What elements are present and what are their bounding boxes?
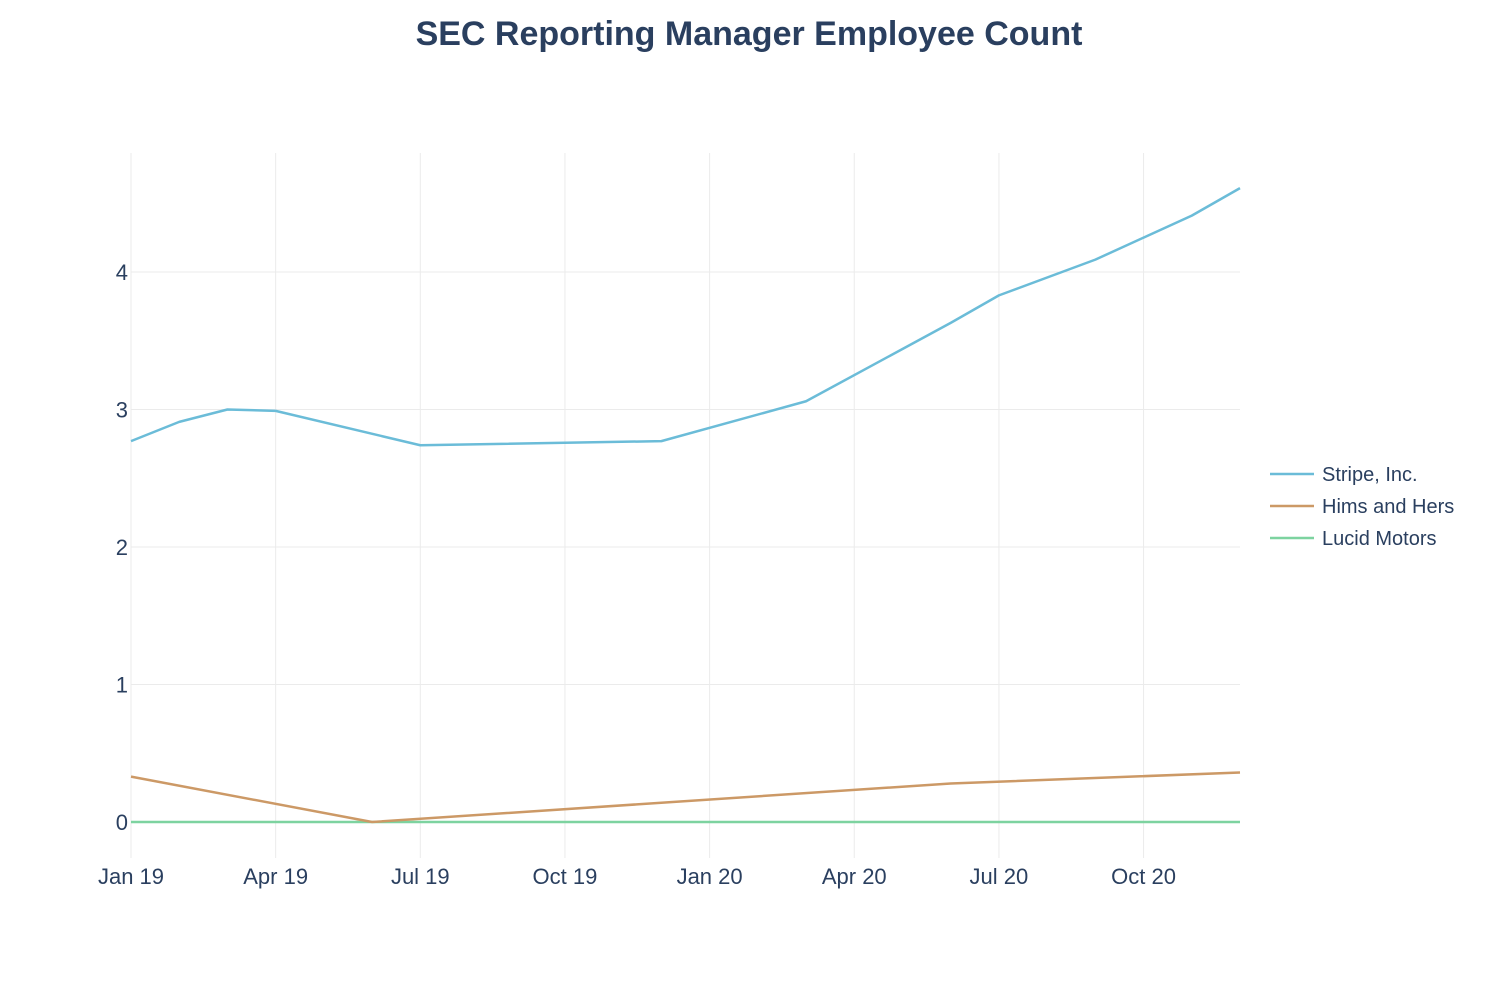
x-tick-label: Jul 19 <box>391 864 450 889</box>
series-lines <box>130 187 1241 824</box>
series-line-stripe-inc <box>130 187 1241 447</box>
y-axis: 0 1 2 3 4 <box>116 260 128 835</box>
x-tick-label: Jul 20 <box>970 864 1029 889</box>
y-tick-label: 4 <box>116 260 128 285</box>
x-tick-label: Oct 19 <box>533 864 598 889</box>
x-tick-label: Jan 20 <box>677 864 743 889</box>
gridlines <box>130 153 1240 858</box>
legend-label: Stripe, Inc. <box>1322 464 1418 486</box>
y-tick-label: 2 <box>116 535 128 560</box>
x-tick-label: Apr 19 <box>243 864 308 889</box>
x-tick-label: Jan 19 <box>98 864 164 889</box>
series-line-hims-and-hers <box>130 771 1241 824</box>
legend-label: Lucid Motors <box>1322 528 1437 550</box>
x-tick-label: Apr 20 <box>822 864 887 889</box>
chart-title: SEC Reporting Manager Employee Count <box>416 15 1083 53</box>
y-tick-label: 0 <box>116 810 128 835</box>
x-axis: Jan 19 Apr 19 Jul 19 Oct 19 Jan 20 Apr 20 Jul … <box>98 864 1176 889</box>
x-tick-label: Oct 20 <box>1111 864 1176 889</box>
y-tick-label: 3 <box>116 398 128 423</box>
legend: Stripe, Inc. Hims and Hers Lucid Motors <box>1270 464 1454 550</box>
legend-label: Hims and Hers <box>1322 496 1454 518</box>
y-tick-label: 1 <box>116 673 128 698</box>
